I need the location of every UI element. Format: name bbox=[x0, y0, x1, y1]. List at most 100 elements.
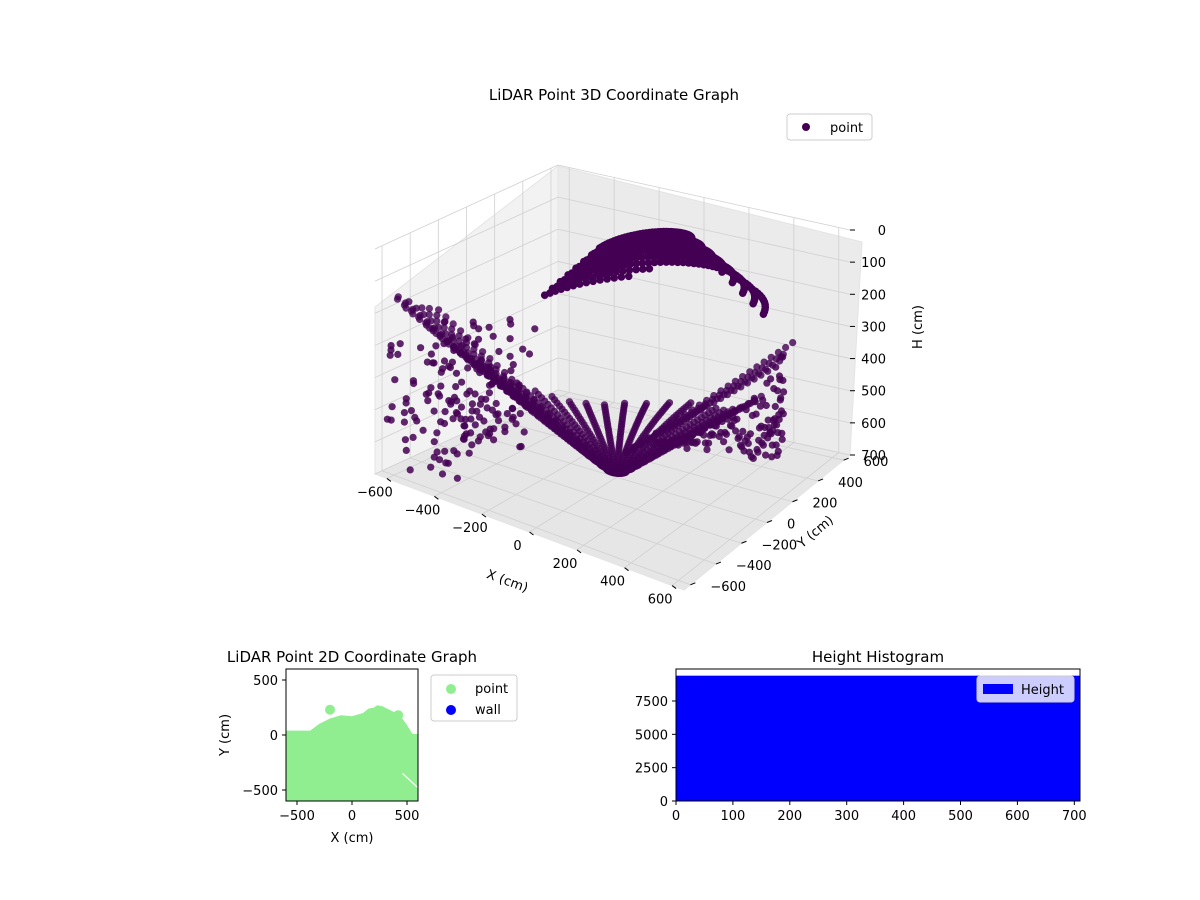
z-axis-3d: 0 100 200 300 400 500 600 700 bbox=[850, 224, 886, 464]
data-point bbox=[718, 417, 726, 426]
data-point bbox=[744, 439, 752, 447]
data-point bbox=[739, 427, 747, 435]
data-point bbox=[772, 363, 780, 371]
y-tick-3d bbox=[817, 478, 824, 482]
x-tick-label-hist: 500 bbox=[948, 809, 973, 824]
data-point bbox=[457, 403, 466, 411]
y-tick-label-hist: 7500 bbox=[635, 695, 668, 710]
data-point bbox=[764, 416, 772, 424]
data-point bbox=[442, 459, 450, 467]
data-point bbox=[709, 431, 717, 439]
data-point bbox=[425, 304, 433, 313]
data-point bbox=[409, 310, 417, 318]
data-point bbox=[461, 422, 469, 430]
z-axis-label-3d: H (cm) bbox=[911, 305, 926, 349]
data-point bbox=[475, 359, 483, 367]
data-point bbox=[778, 429, 786, 437]
data-point bbox=[693, 438, 701, 446]
x-tick-label-hist: 300 bbox=[834, 809, 859, 824]
data-point bbox=[445, 362, 453, 370]
grid-line bbox=[410, 457, 717, 565]
x-tick-label-3d: −200 bbox=[452, 521, 488, 536]
data-point bbox=[485, 389, 493, 397]
x-tick-label-2d: 500 bbox=[395, 809, 420, 824]
data-point bbox=[641, 457, 649, 465]
data-point bbox=[775, 415, 783, 423]
data-point bbox=[688, 406, 696, 414]
data-point bbox=[648, 454, 656, 462]
data-point bbox=[683, 444, 691, 453]
data-point bbox=[749, 454, 757, 462]
data-point bbox=[645, 264, 654, 273]
y-tick-label-2d: 0 bbox=[270, 729, 278, 744]
data-point bbox=[659, 424, 667, 433]
data-point bbox=[396, 340, 404, 348]
ticks-2d: −500 0 500 −500 0 500 bbox=[242, 674, 419, 824]
data-point bbox=[509, 361, 517, 369]
data-point bbox=[531, 387, 539, 395]
data-point bbox=[507, 320, 515, 328]
data-point bbox=[475, 413, 484, 421]
data-point bbox=[760, 358, 768, 366]
data-point bbox=[435, 306, 443, 314]
x-tick-3d bbox=[576, 549, 582, 554]
data-point bbox=[458, 378, 466, 386]
data-point bbox=[774, 447, 782, 455]
data-point bbox=[722, 430, 731, 438]
data-point bbox=[752, 410, 760, 418]
data-point bbox=[449, 415, 457, 423]
data-point bbox=[724, 382, 732, 390]
legend-3d: point bbox=[786, 113, 873, 141]
y-tick-label-hist: 0 bbox=[660, 795, 668, 810]
data-point bbox=[779, 376, 787, 384]
data-point bbox=[569, 281, 578, 290]
data-point bbox=[519, 345, 527, 353]
y-tick-label-hist: 5000 bbox=[635, 728, 668, 743]
data-point bbox=[402, 446, 410, 454]
data-point bbox=[654, 252, 662, 260]
data-point bbox=[684, 259, 693, 267]
data-point bbox=[401, 436, 409, 444]
data-point bbox=[441, 408, 449, 416]
data-point bbox=[681, 410, 689, 419]
data-point bbox=[703, 396, 711, 404]
data-point bbox=[441, 318, 449, 326]
data-point bbox=[325, 704, 335, 715]
chart-histogram: Height Histogram 0 100 200 300 400 500 600 7000… bbox=[635, 648, 1087, 824]
data-point bbox=[762, 451, 770, 459]
data-point bbox=[767, 375, 775, 383]
data-point bbox=[435, 456, 444, 464]
data-point bbox=[779, 353, 787, 361]
data-point bbox=[589, 277, 597, 286]
plot-frame-histogram bbox=[675, 668, 1081, 802]
z-tick-label-3d: 0 bbox=[878, 224, 886, 239]
data-point bbox=[411, 413, 419, 421]
data-point bbox=[771, 402, 779, 411]
data-point bbox=[466, 387, 474, 395]
y-tick-label-3d: −600 bbox=[710, 580, 746, 595]
data-point bbox=[732, 274, 741, 283]
data-point bbox=[665, 399, 674, 407]
data-point bbox=[762, 401, 770, 410]
data-point bbox=[513, 379, 521, 387]
data-point bbox=[751, 398, 759, 406]
data-point bbox=[773, 387, 782, 395]
legend-3d-label-point: point bbox=[830, 121, 863, 136]
data-point bbox=[705, 439, 713, 447]
data-point bbox=[582, 278, 591, 287]
data-point bbox=[402, 304, 410, 312]
data-point bbox=[645, 434, 653, 442]
data-point bbox=[667, 420, 675, 428]
data-point bbox=[492, 399, 500, 408]
data-point bbox=[491, 371, 499, 380]
data-point bbox=[695, 401, 704, 409]
data-point bbox=[473, 407, 481, 415]
data-point bbox=[427, 350, 435, 358]
data-point bbox=[654, 450, 662, 458]
data-point bbox=[500, 374, 508, 382]
data-point bbox=[612, 268, 620, 276]
legend-histogram-frame bbox=[976, 675, 1075, 703]
chart-2d-title: LiDAR Point 2D Coordinate Graph bbox=[227, 648, 477, 666]
data-point bbox=[748, 285, 757, 294]
